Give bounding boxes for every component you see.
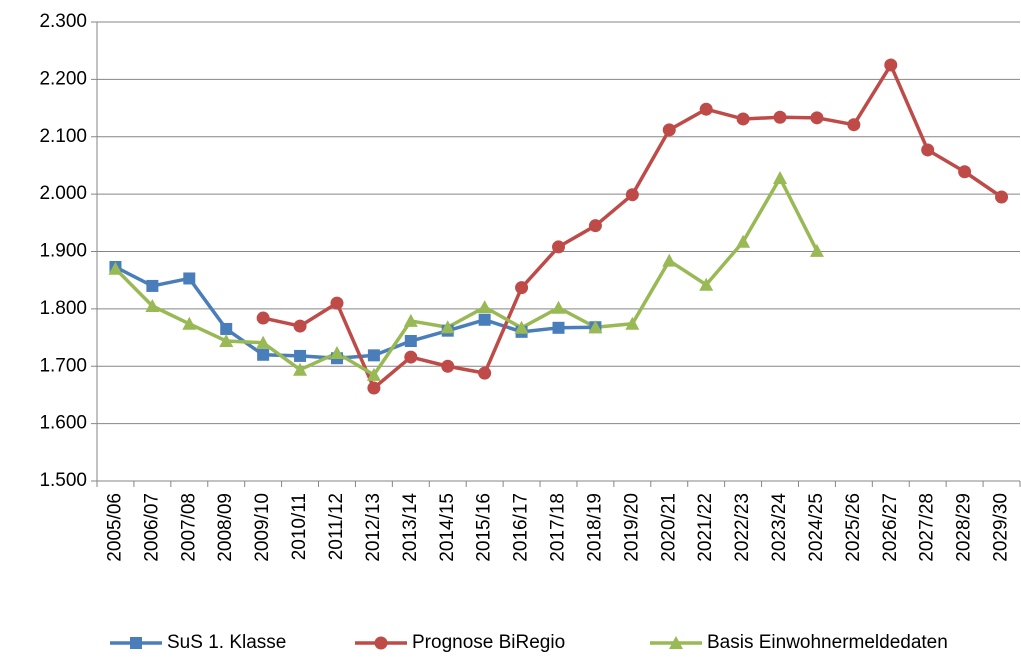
data-point: [699, 277, 714, 291]
data-point: [884, 58, 898, 72]
x-tick-label: 2018/19: [584, 493, 605, 562]
data-point: [108, 261, 123, 275]
data-point: [403, 313, 418, 327]
data-point: [329, 346, 344, 360]
series-line: [262, 63, 1003, 390]
data-point: [809, 243, 824, 257]
x-tick-label: 2019/20: [621, 493, 642, 562]
x-tick-label: 2013/14: [400, 493, 421, 562]
data-point: [404, 335, 417, 348]
series-line: [114, 176, 819, 377]
data-point: [736, 234, 751, 248]
x-tick-label: 2020/21: [658, 493, 679, 562]
x-tick-label: 2025/26: [843, 493, 864, 562]
data-point: [256, 311, 270, 325]
data-point: [145, 299, 160, 313]
x-tick-label: 2010/11: [289, 493, 310, 560]
data-point: [220, 322, 233, 335]
x-tick-label: 2009/10: [252, 493, 273, 562]
data-point: [552, 240, 565, 254]
x-tick-label: 2021/22: [695, 493, 716, 562]
data-point: [404, 350, 418, 364]
x-tick-label: 2023/24: [769, 493, 790, 562]
data-point: [367, 381, 381, 395]
x-tick-label: 2017/18: [548, 493, 569, 562]
x-tick-label: 2016/17: [511, 493, 532, 562]
legend-label: Basis Einwohnermeldedaten: [707, 632, 948, 653]
x-tick-label: 2024/25: [806, 493, 827, 562]
data-point: [810, 111, 824, 125]
data-point: [552, 321, 565, 334]
legend-item: Basis Einwohnermeldedaten: [650, 632, 948, 653]
series-line: [114, 265, 596, 360]
data-point: [182, 316, 197, 330]
x-tick-label: 2029/30: [991, 493, 1012, 562]
data-point: [958, 165, 972, 179]
data-point: [625, 188, 639, 202]
legend-label: Prognose BiRegio: [412, 632, 565, 653]
x-tick-label: 2006/07: [141, 493, 162, 562]
legend-marker: [130, 637, 142, 649]
data-point: [477, 300, 492, 314]
legend-label: SuS 1. Klasse: [167, 632, 286, 653]
data-point: [441, 359, 455, 373]
y-tick-label: 1.800: [39, 298, 87, 319]
y-tick-label: 1.600: [39, 413, 87, 434]
data-point: [330, 296, 344, 310]
x-tick-label: 2007/08: [178, 493, 199, 562]
data-point: [662, 123, 676, 137]
legend-item: SuS 1. Klasse: [110, 632, 286, 653]
data-point: [921, 143, 935, 157]
data-point: [183, 272, 196, 285]
data-point: [478, 313, 491, 326]
y-tick-label: 2.300: [39, 11, 87, 32]
x-tick-label: 2015/16: [474, 493, 495, 562]
data-point: [551, 300, 566, 314]
x-tick-label: 2026/27: [880, 493, 901, 562]
x-tick-label: 2022/23: [732, 493, 753, 562]
data-point: [514, 320, 529, 334]
data-point: [294, 349, 307, 362]
data-point: [515, 281, 529, 295]
data-point: [588, 219, 602, 233]
data-point: [256, 335, 271, 349]
data-point: [293, 362, 308, 376]
data-point: [699, 102, 713, 116]
data-point: [257, 348, 270, 361]
data-point: [366, 367, 381, 381]
y-tick-label: 2.200: [39, 68, 87, 89]
y-tick-label: 1.700: [39, 355, 87, 376]
x-tick-label: 2012/13: [363, 493, 384, 562]
data-point: [478, 366, 492, 380]
x-tick-label: 2008/09: [215, 493, 236, 562]
data-point: [146, 279, 159, 292]
data-point: [995, 190, 1009, 204]
legend-item: Prognose BiRegio: [355, 632, 565, 653]
data-point: [847, 118, 861, 132]
data-point: [662, 253, 677, 267]
data-point: [440, 320, 455, 334]
x-tick-label: 2005/06: [104, 493, 125, 562]
x-tick-label: 2027/28: [917, 493, 938, 562]
y-tick-label: 1.500: [39, 470, 87, 491]
x-tick-label: 2028/29: [954, 493, 975, 562]
data-point: [219, 334, 234, 348]
data-point: [588, 320, 603, 334]
y-tick-label: 2.000: [39, 183, 87, 204]
data-point: [773, 110, 787, 124]
legend-marker: [374, 636, 388, 650]
data-point: [736, 112, 750, 126]
data-point: [625, 316, 640, 330]
data-point: [293, 319, 307, 333]
y-tick-label: 2.100: [39, 126, 87, 147]
x-tick-label: 2014/15: [437, 493, 458, 562]
data-point: [773, 171, 788, 185]
legend-marker: [669, 636, 683, 649]
data-point: [367, 349, 380, 362]
y-tick-label: 1.900: [39, 241, 87, 262]
x-tick-label: 2011/12: [326, 493, 347, 560]
